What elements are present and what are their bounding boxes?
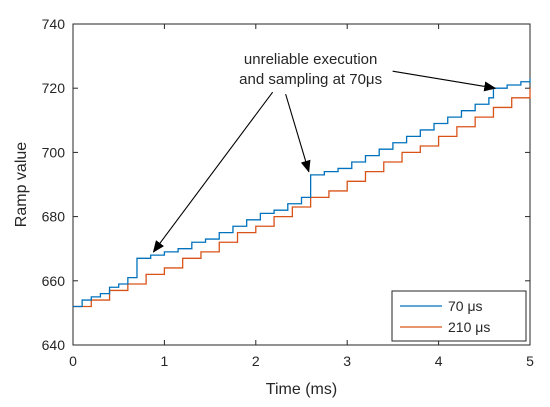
y-tick-label: 660 (42, 273, 66, 289)
annotation-arrow (152, 91, 274, 253)
y-tick-label: 720 (42, 80, 66, 96)
x-tick-label: 3 (343, 353, 351, 369)
annotation-text: unreliable execution and sampling at 70μs (239, 51, 382, 88)
annotation-line: and sampling at 70μs (239, 71, 382, 88)
axes-frame (72, 23, 531, 346)
x-tick-label: 0 (69, 353, 77, 369)
annotation-line: unreliable execution (244, 51, 377, 68)
legend-label-0: 70 μs (448, 298, 483, 314)
plot-area-border (72, 23, 531, 346)
series-line-0 (73, 78, 531, 308)
x-tick-label: 4 (435, 353, 443, 369)
annotation-arrow (285, 93, 311, 173)
legend: 70 μs 210 μs (391, 290, 527, 342)
legend-box (391, 290, 527, 342)
y-tick-label: 680 (42, 209, 66, 225)
x-tick-label: 5 (526, 353, 534, 369)
y-tick-label: 700 (42, 144, 66, 160)
legend-label-1: 210 μs (448, 319, 490, 335)
y-tick-label: 740 (42, 16, 66, 32)
plot-series (73, 78, 531, 308)
x-tick-label: 2 (252, 353, 260, 369)
y-tick-label: 640 (42, 337, 66, 353)
y-axis-title: Ramp value (13, 142, 30, 227)
x-axis-title: Time (ms) (266, 381, 337, 398)
x-tick-label: 1 (161, 353, 169, 369)
annotation-arrows (152, 70, 497, 253)
series-line-1 (73, 88, 531, 308)
x-axis-ticks: 0 1 2 3 4 5 (69, 24, 534, 369)
y-axis-ticks: 640 660 680 700 720 740 (42, 16, 530, 353)
annotation-arrow (392, 70, 497, 92)
